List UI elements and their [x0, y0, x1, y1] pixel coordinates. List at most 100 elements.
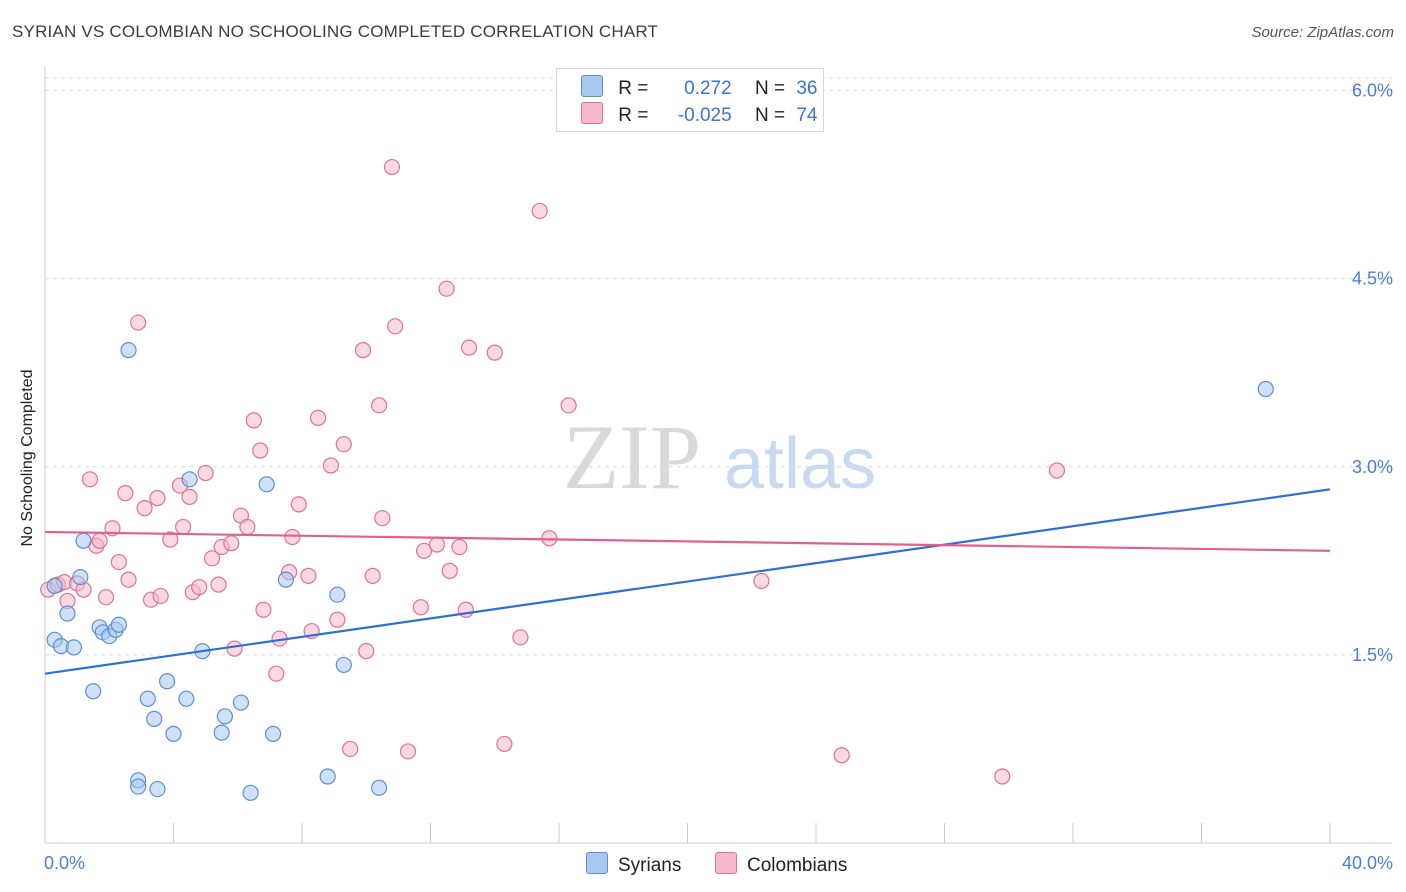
colombians-point: [364, 567, 381, 584]
colombians-point: [486, 344, 503, 361]
colombians-point: [428, 536, 446, 553]
syrians-point: [165, 725, 182, 742]
colombians-point: [833, 747, 850, 764]
colombians-point: [239, 518, 256, 536]
syrians-point: [85, 683, 102, 700]
colombians-point: [162, 531, 179, 548]
syrians-point: [1257, 380, 1274, 398]
colombians-point: [290, 496, 307, 513]
bottom-legend-label: Syrians: [618, 855, 682, 876]
colombians-point: [512, 629, 529, 646]
syrians-point: [59, 605, 76, 622]
colombians-point: [412, 599, 429, 616]
colombians-point: [438, 280, 455, 297]
colombians-point: [197, 464, 214, 482]
colombians-point: [531, 202, 548, 220]
syrians-point: [329, 586, 346, 603]
colombians-point: [91, 532, 108, 549]
syrians-point: [120, 342, 137, 359]
bottom-legend-swatch-colombians: [715, 852, 737, 874]
colombians-point: [387, 318, 404, 335]
data-points: [40, 158, 1274, 801]
colombians-point: [181, 488, 198, 505]
colombians-point: [335, 436, 352, 453]
grid-lines: [45, 77, 1392, 656]
syrians-point: [371, 779, 388, 796]
colombians-point: [252, 442, 269, 459]
watermark: ZIP atlas: [563, 406, 876, 508]
y-tick-label: 6.0%: [1352, 81, 1393, 101]
colombians-point: [152, 587, 169, 605]
legend-r-label: R =: [618, 78, 649, 99]
x-tick-label: 40.0%: [1342, 853, 1393, 873]
bottom-legend-syrians: Syrians: [586, 852, 681, 877]
syrians-point: [216, 708, 233, 725]
syrians-point: [319, 768, 336, 785]
syrians-point: [178, 690, 195, 707]
legend-row-syrians: R = 0.272 N = 36: [581, 75, 817, 99]
syrians-point: [146, 710, 163, 727]
colombians-point: [175, 518, 192, 536]
legend-r-label: R =: [618, 105, 649, 126]
trend-lines: [44, 488, 1331, 675]
syrians-point: [130, 778, 147, 795]
colombians-point: [268, 665, 285, 682]
source-credit: Source: ZipAtlas.com: [1251, 24, 1394, 41]
colombians-point: [97, 589, 115, 606]
colombians-point: [415, 542, 433, 559]
colombians-point: [329, 611, 346, 628]
syrians-point: [46, 577, 63, 595]
colombians-point: [300, 567, 317, 584]
colombians-point: [203, 550, 221, 567]
syrians-point: [181, 471, 198, 488]
colombians-point: [358, 643, 375, 660]
colombians-point: [309, 409, 327, 426]
syrians-point: [264, 725, 282, 742]
legend-swatch-colombians: [581, 102, 603, 124]
colombians-point: [110, 553, 127, 571]
legend-r-value: -0.025: [677, 105, 732, 126]
colombians-point: [226, 640, 243, 657]
syrians-point: [258, 476, 275, 493]
watermark-atlas: atlas: [724, 424, 876, 504]
syrians-point: [65, 639, 83, 656]
syrians-point: [110, 616, 127, 633]
syrians-point: [149, 780, 166, 798]
colombians-point: [560, 397, 577, 414]
syrians-point: [277, 571, 295, 588]
legend-n-value: 36: [796, 78, 818, 99]
colombians-point: [255, 601, 272, 618]
syrians-point: [158, 673, 176, 690]
x-tick-label: 0.0%: [44, 853, 85, 873]
colombians-point: [149, 490, 166, 507]
legend-n-value: 74: [796, 105, 818, 126]
colombians-point: [120, 571, 137, 588]
colombians-point: [136, 500, 153, 517]
bottom-legend-label: Colombians: [747, 855, 848, 876]
y-tick-label: 4.5%: [1352, 269, 1393, 289]
colombians-point: [441, 562, 458, 579]
colombians-point: [245, 412, 262, 429]
colombians-point: [322, 457, 340, 474]
colombians-trend-line: [44, 530, 1331, 552]
chart-title: SYRIAN VS COLOMBIAN NO SCHOOLING COMPLET…: [12, 22, 659, 41]
bottom-legend-colombians: Colombians: [715, 852, 847, 877]
legend-row-colombians: R = -0.025 N = 74: [581, 102, 817, 126]
y-tick-label: 1.5%: [1352, 645, 1393, 665]
colombians-point: [223, 535, 240, 552]
syrians-point: [75, 532, 92, 549]
bottom-legend-swatch-syrians: [586, 852, 608, 874]
correlation-legend: R = 0.272 N = 36 R = -0.025 N = 74: [556, 68, 824, 132]
colombians-point: [496, 735, 513, 753]
legend-swatch-syrians: [581, 75, 603, 97]
legend-r-value: 0.272: [684, 78, 732, 99]
colombians-point: [117, 485, 134, 502]
colombians-point: [1048, 462, 1066, 479]
syrians-point: [72, 569, 89, 586]
syrians-point: [335, 656, 352, 674]
legend-n-label: N =: [754, 78, 786, 99]
colombians-point: [451, 538, 468, 556]
legend-n-label: N =: [754, 105, 786, 126]
colombians-point: [383, 158, 401, 176]
watermark-zip: ZIP: [563, 406, 701, 508]
